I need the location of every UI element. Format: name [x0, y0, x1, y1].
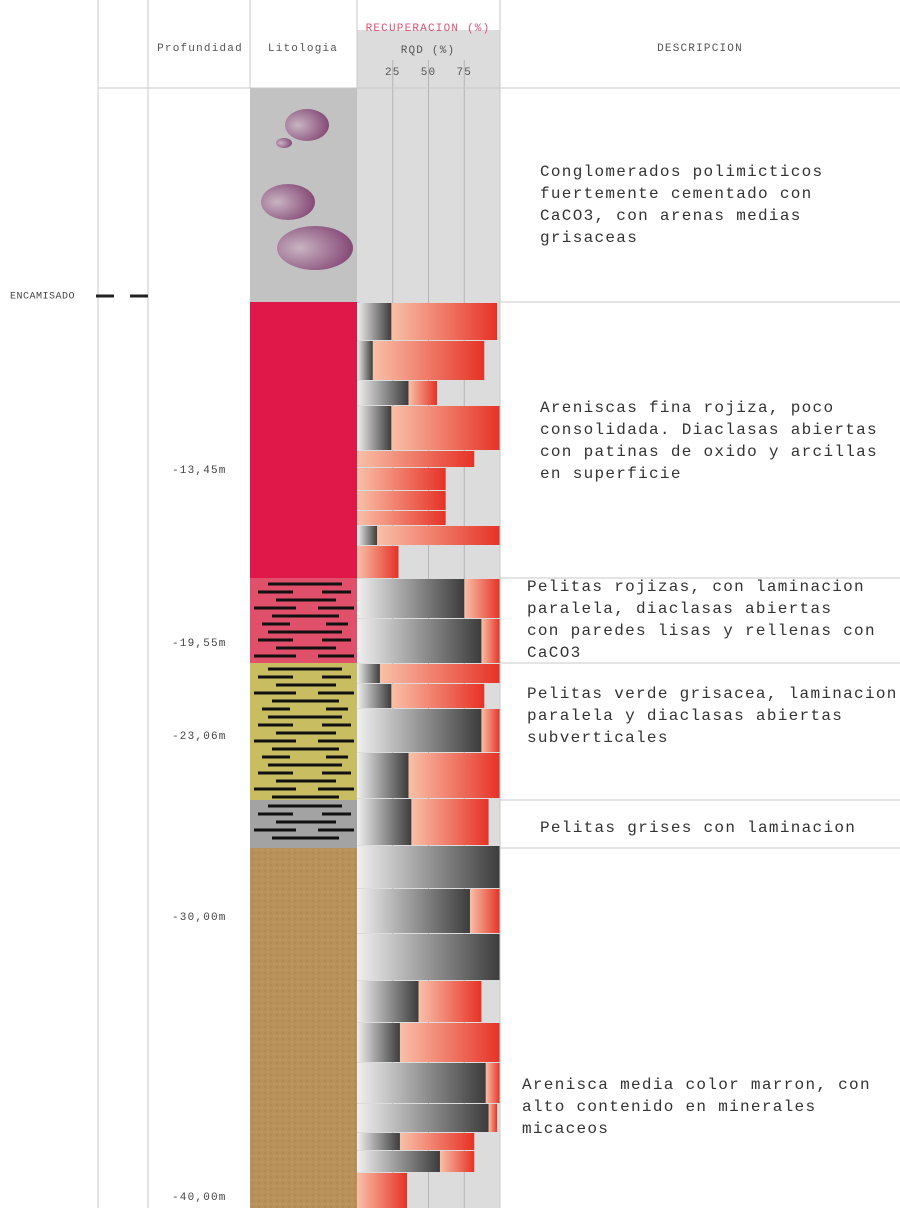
header-lithology: Litologia	[268, 43, 338, 55]
recovery-bar	[357, 1173, 408, 1208]
header-rqd: RQD (%)	[401, 45, 456, 57]
clast	[285, 109, 329, 141]
rqd-bar	[357, 889, 470, 933]
description-line: con patinas de oxido y arcillas	[540, 443, 878, 461]
rqd-bar	[357, 934, 500, 980]
recovery-bar	[357, 491, 446, 510]
recovery-bar	[391, 303, 498, 340]
rqd-bar	[357, 341, 373, 380]
recovery-bar	[372, 341, 485, 380]
recovery-bar	[481, 709, 500, 752]
description-line: CaCO3, con arenas medias	[540, 207, 802, 225]
recovery-bar	[481, 619, 500, 663]
rqd-bar	[357, 579, 465, 618]
tick-label: 50	[421, 67, 437, 79]
rqd-bar	[357, 1023, 400, 1062]
rqd-bar	[357, 1104, 489, 1132]
description-line: Pelitas grises con laminacion	[540, 819, 856, 837]
lithology-layer	[250, 302, 357, 578]
recovery-bar	[399, 1023, 500, 1062]
depth-label: -30,00m	[172, 912, 227, 924]
recovery-bar	[485, 1063, 500, 1103]
description-line: paralela y diaclasas abiertas	[527, 707, 843, 725]
rqd-bar	[357, 381, 409, 405]
description-line: subverticales	[527, 729, 669, 747]
recovery-bar	[377, 526, 500, 545]
header-description: DESCRIPCION	[657, 43, 743, 55]
description-line: grisaceas	[540, 229, 638, 247]
recovery-bar	[439, 1151, 475, 1172]
description-line: Conglomerados polimicticos	[540, 163, 823, 181]
recovery-bar	[391, 406, 500, 450]
recovery-bar	[357, 468, 446, 490]
recovery-bar	[379, 664, 500, 683]
description-line: Areniscas fina rojiza, poco	[540, 399, 834, 417]
rqd-bar	[357, 709, 482, 752]
casing-label: ENCAMISADO	[10, 292, 75, 303]
clast	[261, 184, 315, 220]
recovery-bar	[399, 1133, 475, 1150]
description-line: alto contenido en minerales	[522, 1098, 816, 1116]
rqd-bar	[357, 303, 392, 340]
description-line: Pelitas verde grisacea, laminacion	[527, 685, 898, 703]
description-line: con paredes lisas y rellenas con	[527, 622, 876, 640]
header-depth: Profundidad	[157, 43, 243, 55]
sand-texture	[250, 848, 357, 1208]
rqd-bar	[357, 619, 482, 663]
rqd-bar	[357, 1151, 440, 1172]
recovery-bar	[464, 579, 500, 618]
clast	[277, 226, 353, 270]
rqd-bar	[357, 664, 380, 683]
clast	[276, 138, 292, 148]
description-line: micaceos	[522, 1120, 609, 1138]
recovery-bar	[411, 799, 489, 845]
description-line: Arenisca media color marron, con	[522, 1076, 871, 1094]
recovery-bar	[357, 546, 399, 578]
rqd-bar	[357, 1133, 400, 1150]
recovery-bar	[357, 451, 475, 467]
description-line: consolidada. Diaclasas abiertas	[540, 421, 878, 439]
recovery-bar	[408, 381, 438, 405]
recovery-bar	[408, 753, 500, 798]
lithology-layer	[250, 800, 357, 848]
rqd-bar	[357, 799, 412, 845]
recovery-bar	[469, 889, 500, 933]
recovery-bar	[488, 1104, 498, 1132]
tick-label: 25	[385, 67, 401, 79]
rqd-bar	[357, 1063, 486, 1103]
rqd-bar	[357, 684, 392, 708]
rqd-bar	[357, 406, 392, 450]
recovery-bar	[418, 981, 482, 1022]
depth-label: -23,06m	[172, 731, 227, 743]
recovery-bar	[391, 684, 485, 708]
description-line: en superficie	[540, 465, 682, 483]
rqd-bar	[357, 526, 378, 545]
header-recovery: RECUPERACION (%)	[366, 23, 491, 35]
description-line: Pelitas rojizas, con laminacion	[527, 578, 865, 596]
rqd-bar	[357, 981, 419, 1022]
depth-label: -40,00m	[172, 1192, 227, 1204]
tick-label: 75	[456, 67, 472, 79]
recovery-bar	[357, 511, 446, 525]
depth-label: -13,45m	[172, 465, 227, 477]
rqd-bar	[357, 846, 500, 888]
description-line: fuertemente cementado con	[540, 185, 813, 203]
depth-label: -19,55m	[172, 638, 227, 650]
rqd-bar	[357, 753, 409, 798]
description-line: CaCO3	[527, 644, 582, 662]
description-line: paralela, diaclasas abiertas	[527, 600, 832, 618]
